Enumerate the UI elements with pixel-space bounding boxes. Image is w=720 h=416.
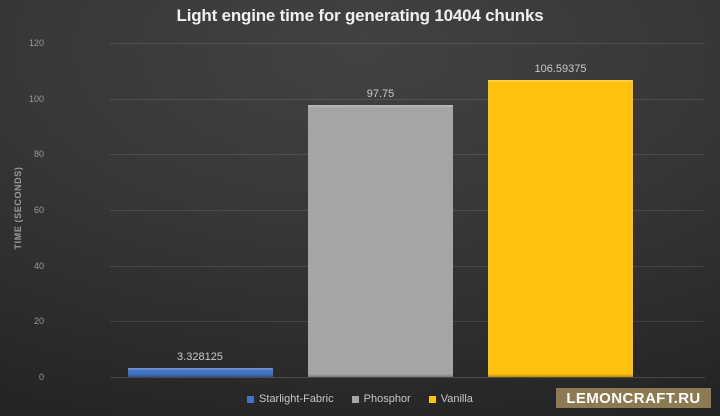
legend-swatch-icon xyxy=(247,395,255,403)
gridline-y100 xyxy=(110,98,705,100)
y-tick-label-20: 20 xyxy=(33,316,44,327)
y-tick-label-120: 120 xyxy=(28,38,44,48)
watermark-badge: LEMONCRAFT.RU xyxy=(556,388,711,408)
legend-swatch-icon xyxy=(351,395,359,403)
y-tick-label-60: 60 xyxy=(33,205,44,215)
bar-phosphor xyxy=(308,104,453,377)
gridline-y120 xyxy=(110,43,705,44)
y-tick-label-40: 40 xyxy=(33,260,44,271)
y-tick-label-100: 100 xyxy=(28,93,44,104)
legend-label: Phosphor xyxy=(363,393,411,405)
y-tick-label-80: 80 xyxy=(33,149,44,160)
bar-vanilla xyxy=(488,80,633,377)
legend-item-phosphor: Phosphor xyxy=(351,393,411,405)
bar-starlight-fabric xyxy=(127,367,273,377)
legend-item-starlight-fabric: Starlight-Fabric xyxy=(247,393,334,405)
chart-legend: Starlight-Fabric Phosphor Vanilla xyxy=(0,391,720,407)
legend-swatch-icon xyxy=(428,395,436,403)
bar-value-label-starlight-fabric: 3.328125 xyxy=(177,350,223,363)
legend-label: Starlight-Fabric xyxy=(259,393,334,405)
bar-value-label-phosphor: 97.75 xyxy=(366,87,395,100)
bar-value-label-vanilla: 106.59375 xyxy=(534,63,587,76)
chart-title: Light engine time for generating 10404 c… xyxy=(176,6,544,25)
x-axis-line xyxy=(110,377,705,378)
legend-item-vanilla: Vanilla xyxy=(428,393,473,405)
y-tick-label-0: 0 xyxy=(38,372,44,382)
watermark-label: LEMONCRAFT.RU xyxy=(566,389,701,407)
legend-label: Vanilla xyxy=(440,393,473,405)
